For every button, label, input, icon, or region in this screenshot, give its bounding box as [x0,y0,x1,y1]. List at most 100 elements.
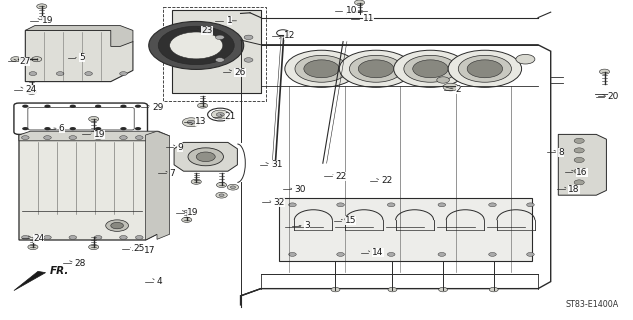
Circle shape [27,89,37,94]
Circle shape [22,105,28,108]
Text: 13: 13 [195,117,206,126]
Circle shape [230,186,235,188]
Circle shape [574,138,584,143]
Text: 14: 14 [372,248,384,257]
Text: 16: 16 [576,168,587,177]
Circle shape [489,252,496,256]
Circle shape [289,203,296,207]
Circle shape [467,60,503,78]
Circle shape [387,252,395,256]
Text: 9: 9 [177,143,183,152]
Polygon shape [279,198,532,261]
Circle shape [170,32,223,59]
Circle shape [94,236,102,239]
Circle shape [443,83,458,91]
Circle shape [44,105,51,108]
Circle shape [85,72,92,76]
Circle shape [197,103,208,108]
Circle shape [215,35,224,40]
Circle shape [44,136,51,140]
Text: 11: 11 [363,14,374,23]
Circle shape [28,244,38,250]
Circle shape [295,55,348,82]
Circle shape [135,105,141,108]
Circle shape [69,236,77,239]
Text: 30: 30 [294,185,306,194]
Circle shape [331,287,340,292]
Circle shape [94,136,102,140]
Text: 8: 8 [558,148,564,156]
Text: FR.: FR. [49,266,69,276]
Circle shape [574,180,584,185]
Circle shape [437,77,449,83]
Circle shape [438,252,446,256]
Circle shape [158,26,234,65]
Circle shape [354,0,365,5]
Circle shape [244,58,253,62]
Circle shape [191,179,201,184]
Circle shape [135,127,141,130]
Circle shape [89,244,99,250]
Circle shape [135,136,143,140]
Circle shape [599,69,610,74]
Circle shape [120,127,127,130]
Polygon shape [14,271,46,291]
Circle shape [188,148,223,166]
Text: 27: 27 [19,57,30,66]
Circle shape [227,184,239,190]
Polygon shape [146,131,170,240]
Text: 19: 19 [42,16,53,25]
Circle shape [304,60,339,78]
Circle shape [216,113,224,116]
Circle shape [349,55,403,82]
Polygon shape [558,134,606,195]
Text: 22: 22 [335,172,347,180]
Circle shape [32,57,42,62]
Circle shape [341,214,368,228]
Circle shape [574,148,584,153]
Circle shape [70,127,76,130]
Text: 24: 24 [33,234,44,243]
Circle shape [489,287,498,292]
Text: 3: 3 [304,221,310,230]
Circle shape [394,50,467,87]
Circle shape [44,236,51,239]
Circle shape [337,203,344,207]
Circle shape [149,21,244,69]
Circle shape [111,222,123,229]
Circle shape [120,105,127,108]
Circle shape [442,214,470,228]
Text: ST83-E1400A: ST83-E1400A [566,300,619,309]
Circle shape [339,50,413,87]
Polygon shape [172,10,261,93]
Circle shape [358,60,394,78]
Text: 1: 1 [227,16,232,25]
Circle shape [211,110,229,119]
Text: 26: 26 [234,68,246,76]
Text: 18: 18 [568,185,580,194]
Text: 17: 17 [144,246,155,255]
Circle shape [492,214,520,228]
Text: 29: 29 [152,103,163,112]
Circle shape [22,236,29,239]
Text: 4: 4 [156,277,162,286]
Text: 21: 21 [225,112,236,121]
Circle shape [285,50,358,87]
Circle shape [391,214,419,228]
Text: 23: 23 [201,26,213,35]
Circle shape [439,287,448,292]
Text: 22: 22 [381,176,392,185]
Circle shape [516,54,535,64]
Circle shape [120,72,127,76]
Circle shape [289,252,296,256]
Circle shape [29,72,37,76]
Text: 31: 31 [271,160,282,169]
Circle shape [404,55,457,82]
Circle shape [413,60,448,78]
Circle shape [182,217,192,222]
Text: 19: 19 [187,208,199,217]
Circle shape [135,236,143,239]
Circle shape [448,50,522,87]
Circle shape [22,127,28,130]
Circle shape [215,58,224,62]
